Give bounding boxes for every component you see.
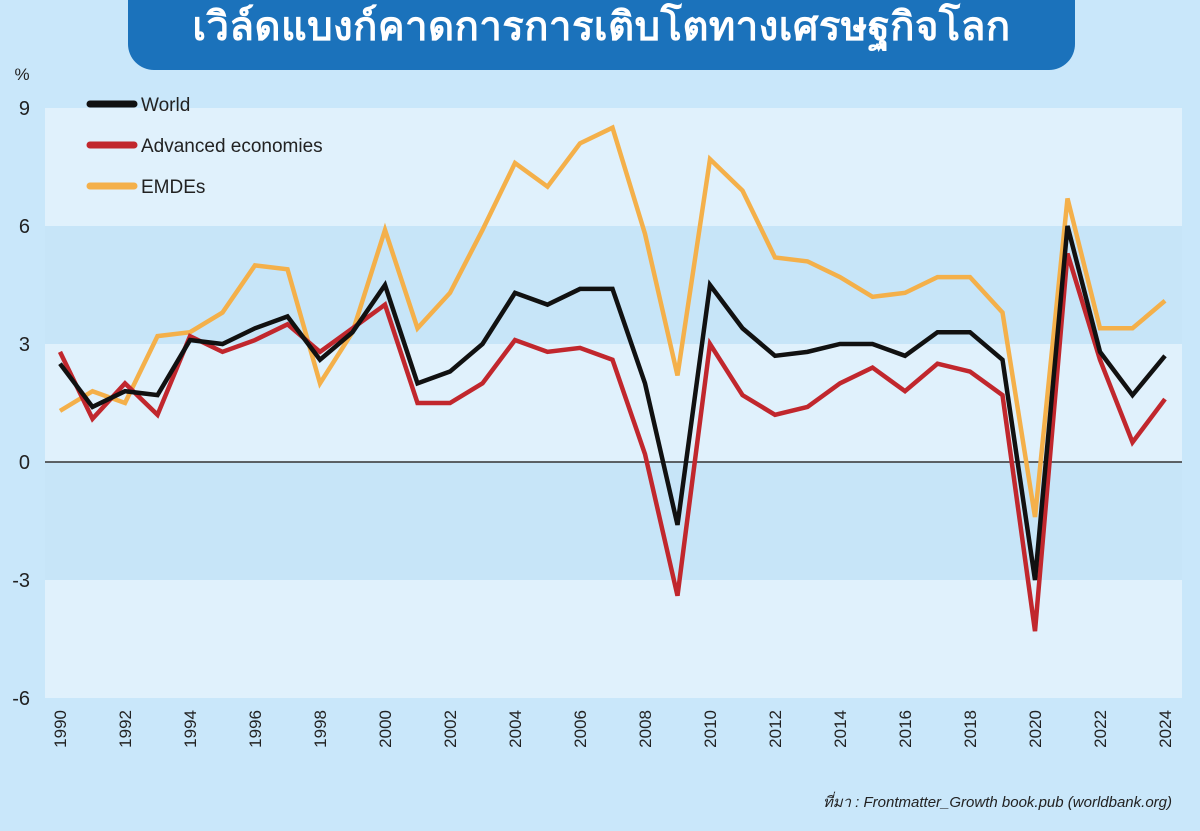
x-tick-label: 2024: [1156, 710, 1175, 748]
x-tick-label: 2012: [766, 710, 785, 748]
series-line-advanced-economies: [57, 252, 1167, 632]
y-tick-label: -6: [12, 688, 30, 710]
grid-band: [45, 580, 1182, 698]
series-line-emdes: [58, 124, 1167, 518]
series-line-world: [58, 225, 1167, 581]
x-tick-label: 2008: [636, 710, 655, 748]
y-tick-label: 9: [19, 98, 30, 120]
x-tick-label: 1992: [116, 710, 135, 748]
x-tick-label: 1996: [246, 710, 265, 748]
source-note: ที่มา : Frontmatter_Growth book.pub (wor…: [822, 794, 1172, 811]
x-tick-label: 2002: [441, 710, 460, 748]
grid-band: [45, 226, 1182, 344]
chart-title: เวิล์ดแบงก์คาดการการเติบโตทางเศรษฐกิจโลก: [192, 5, 1011, 49]
y-tick-label: 3: [19, 334, 30, 356]
x-tick-label: 1990: [51, 710, 70, 748]
legend-label: World: [141, 95, 190, 116]
x-tick-label: 1994: [181, 710, 200, 748]
x-tick-label: 2016: [896, 710, 915, 748]
grid-band: [45, 462, 1182, 580]
y-tick-label: -3: [12, 570, 30, 592]
y-axis-unit: %: [14, 65, 29, 84]
x-tick-label: 2020: [1026, 710, 1045, 748]
x-tick-label: 2022: [1091, 710, 1110, 748]
x-tick-label: 2004: [506, 710, 525, 748]
x-tick-label: 2014: [831, 710, 850, 748]
x-tick-label: 2018: [961, 710, 980, 748]
title-banner: เวิล์ดแบงก์คาดการการเติบโตทางเศรษฐกิจโลก: [128, 0, 1075, 70]
x-tick-label: 2006: [571, 710, 590, 748]
y-tick-label: 6: [19, 216, 30, 238]
x-tick-label: 2000: [376, 710, 395, 748]
legend-label: EMDEs: [141, 177, 205, 198]
legend-label: Advanced economies: [141, 136, 323, 157]
x-tick-label: 2010: [701, 710, 720, 748]
x-tick-label: 1998: [311, 710, 330, 748]
y-tick-label: 0: [19, 452, 30, 474]
